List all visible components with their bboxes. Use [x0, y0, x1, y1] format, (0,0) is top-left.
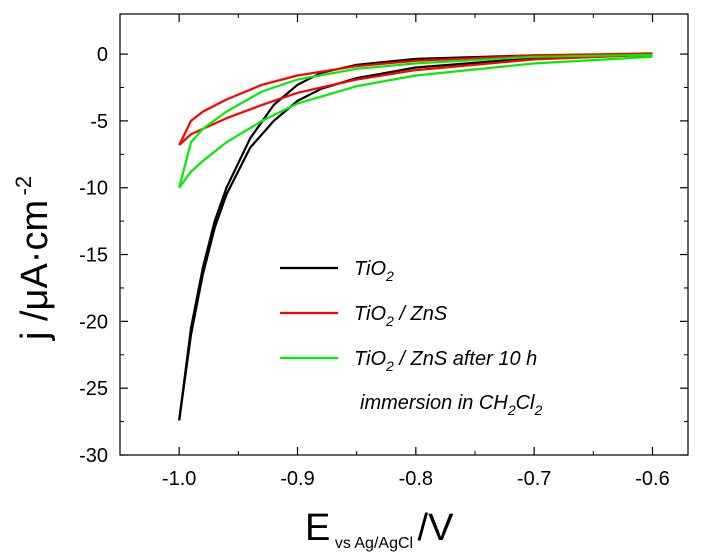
series-layer — [178, 52, 653, 421]
y-axis-label-main: j /μA·cm — [14, 200, 56, 341]
series-1-forward-line — [178, 52, 653, 146]
y-axis-label-sup: -2 — [11, 176, 36, 196]
x-tick-label: -0.6 — [635, 468, 669, 490]
legend-text-part: 2 — [534, 402, 543, 418]
legend-label-1: TiO2 / ZnS — [354, 303, 448, 329]
legend-label-0: TiO2 — [354, 258, 394, 284]
legend-text-part: 2 — [385, 313, 394, 329]
legend-text-part: 2 — [507, 402, 516, 418]
series-2-forward-line — [178, 53, 653, 188]
legend-text-part: 2 — [385, 358, 394, 374]
x-tick-label: -0.7 — [517, 468, 551, 490]
legend-text-part: TiO — [354, 258, 386, 280]
y-tick-label: -30 — [79, 445, 108, 467]
x-axis-label-sub: vs Ag/AgCl — [335, 535, 413, 552]
plot-frame — [119, 13, 689, 456]
legend-text-part: TiO — [354, 348, 386, 370]
legend-label-3: immersion in CH2Cl2 — [360, 392, 543, 418]
series-1-reverse-line — [178, 53, 653, 146]
x-axis-label: E vs Ag/AgCl /V — [305, 507, 454, 552]
x-tick-label: -1.0 — [162, 468, 196, 490]
axes-layer: -1.0 -0.9 -0.8 -0.7 -0.6 0 -5 -10 -15 -20 -25 -30 — [79, 13, 689, 490]
x-tick-label: -0.8 — [399, 468, 433, 490]
x-axis-label-unit: /V — [418, 507, 455, 549]
legend-text-part: Cl — [516, 392, 535, 414]
legend-text-part: 2 — [385, 268, 394, 284]
x-axis-label-main: E — [305, 507, 330, 549]
y-tick-label: -25 — [79, 378, 108, 400]
legend-text-part: / ZnS after 10 h — [394, 348, 537, 370]
y-tick-label: -15 — [79, 245, 108, 267]
y-tick-label: -20 — [79, 311, 108, 333]
y-axis-label: j /μA·cm -2 — [11, 176, 56, 341]
y-tick-label: 0 — [97, 44, 108, 66]
series-2-reverse-line — [178, 55, 653, 189]
y-tick-label: -10 — [79, 178, 108, 200]
legend-label-2: TiO2 / ZnS after 10 h — [354, 348, 537, 374]
series-0-reverse-line — [178, 53, 653, 421]
legend-text-part: immersion in CH — [360, 392, 508, 414]
series-0-forward-line — [178, 53, 653, 421]
y-tick-label: -5 — [90, 111, 108, 133]
legend-text-part: / ZnS — [394, 303, 448, 325]
legend-text-part: TiO — [354, 303, 386, 325]
x-tick-label: -0.9 — [280, 468, 314, 490]
